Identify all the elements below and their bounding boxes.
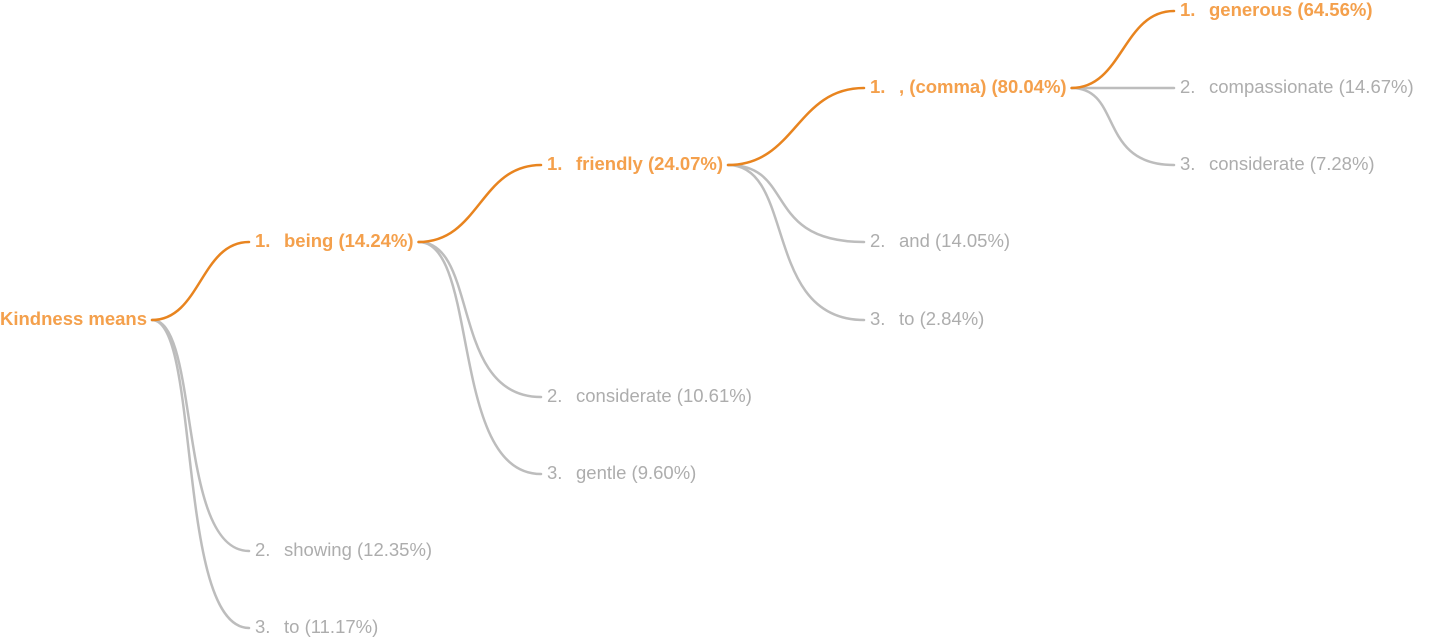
edge xyxy=(417,163,543,244)
node-label: generous (64.56%) xyxy=(1209,0,1372,20)
node-label: and (14.05%) xyxy=(899,230,1010,251)
edge xyxy=(726,86,866,167)
node-rank: 3. xyxy=(1180,153,1195,174)
edge xyxy=(1070,86,1176,167)
node-rank: 1. xyxy=(870,76,885,97)
node-rank: 3. xyxy=(870,308,885,329)
edge xyxy=(150,318,251,553)
edge xyxy=(1070,9,1176,90)
node-rank: 2. xyxy=(255,539,270,560)
node-rank: 2. xyxy=(870,230,885,251)
node-label: showing (12.35%) xyxy=(284,539,432,560)
node-label: considerate (7.28%) xyxy=(1209,153,1375,174)
node-rank: 1. xyxy=(547,153,562,174)
node-rank: 1. xyxy=(255,230,270,251)
node-label: being (14.24%) xyxy=(284,230,414,251)
node-label: , (comma) (80.04%) xyxy=(899,76,1067,97)
node-rank: 3. xyxy=(255,616,270,637)
edge xyxy=(726,163,866,322)
edge xyxy=(726,163,866,244)
labels: Kindness means 1. being (14.24%) 1. friendly… xyxy=(0,0,1414,637)
node-label: Kindness means xyxy=(0,308,147,329)
node-label: gentle (9.60%) xyxy=(576,462,696,483)
node-rank: 3. xyxy=(547,462,562,483)
node-label: to (2.84%) xyxy=(899,308,984,329)
edge xyxy=(150,240,251,322)
node-label: to (11.17%) xyxy=(284,616,378,637)
edges xyxy=(150,9,1176,630)
edge xyxy=(417,240,543,476)
edge xyxy=(417,240,543,399)
edge xyxy=(150,318,251,630)
node-rank: 2. xyxy=(1180,76,1195,97)
node-label: friendly (24.07%) xyxy=(576,153,723,174)
node-rank: 2. xyxy=(547,385,562,406)
node-label: considerate (10.61%) xyxy=(576,385,752,406)
node-label: compassionate (14.67%) xyxy=(1209,76,1414,97)
node-rank: 1. xyxy=(1180,0,1195,20)
